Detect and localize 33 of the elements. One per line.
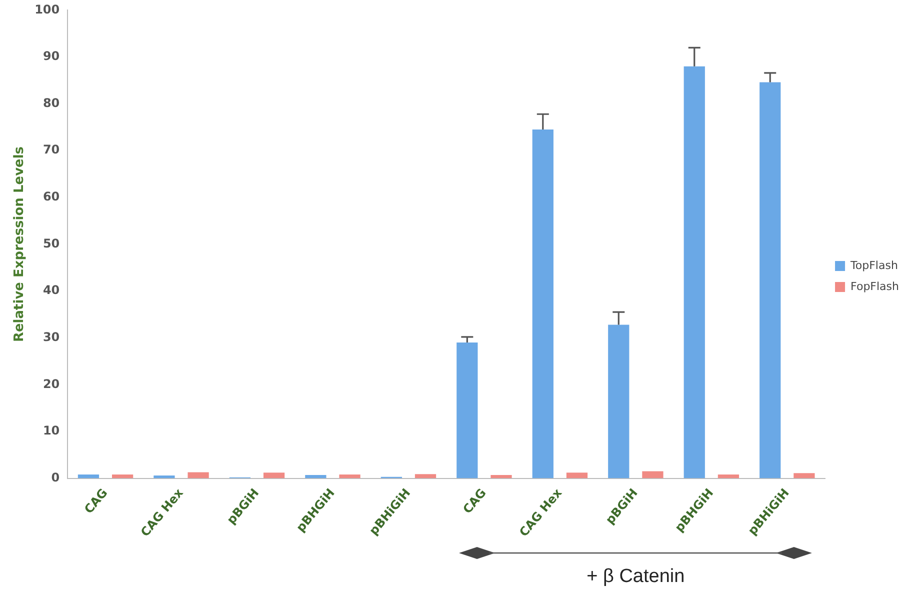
bar [760, 82, 781, 478]
bar [414, 474, 436, 478]
y-tick-label: 60 [42, 190, 60, 204]
bar [339, 474, 360, 478]
bar [305, 475, 326, 478]
y-tick-label: 40 [42, 283, 60, 298]
bar [794, 473, 815, 478]
bar [566, 472, 588, 478]
bar [532, 130, 554, 478]
bar [154, 475, 175, 478]
text: + β Catenin [586, 566, 685, 588]
bar [608, 324, 630, 478]
bar [684, 66, 705, 478]
legend-label: TopFlash [850, 258, 898, 272]
y-axis-title: Relative Expression Levels [12, 146, 28, 342]
y-tick-label: 80 [42, 96, 60, 110]
y-tick-label: 50 [42, 236, 60, 250]
y-tick-label: 0 [51, 470, 60, 484]
y-tick-label: 10 [42, 424, 60, 438]
bar [112, 474, 134, 478]
bar [490, 475, 512, 478]
bar [642, 471, 664, 478]
legend-label: FopFlash [850, 280, 900, 293]
bar [188, 472, 209, 478]
y-tick-label: 20 [42, 376, 60, 391]
y-tick-label: 70 [42, 142, 60, 157]
bar [456, 342, 478, 478]
y-tick-label: 30 [42, 330, 60, 344]
bar [718, 474, 740, 478]
bar [78, 474, 100, 478]
y-tick-label: 90 [42, 49, 60, 64]
y-tick-label: 100 [34, 2, 60, 16]
bar [263, 472, 285, 478]
